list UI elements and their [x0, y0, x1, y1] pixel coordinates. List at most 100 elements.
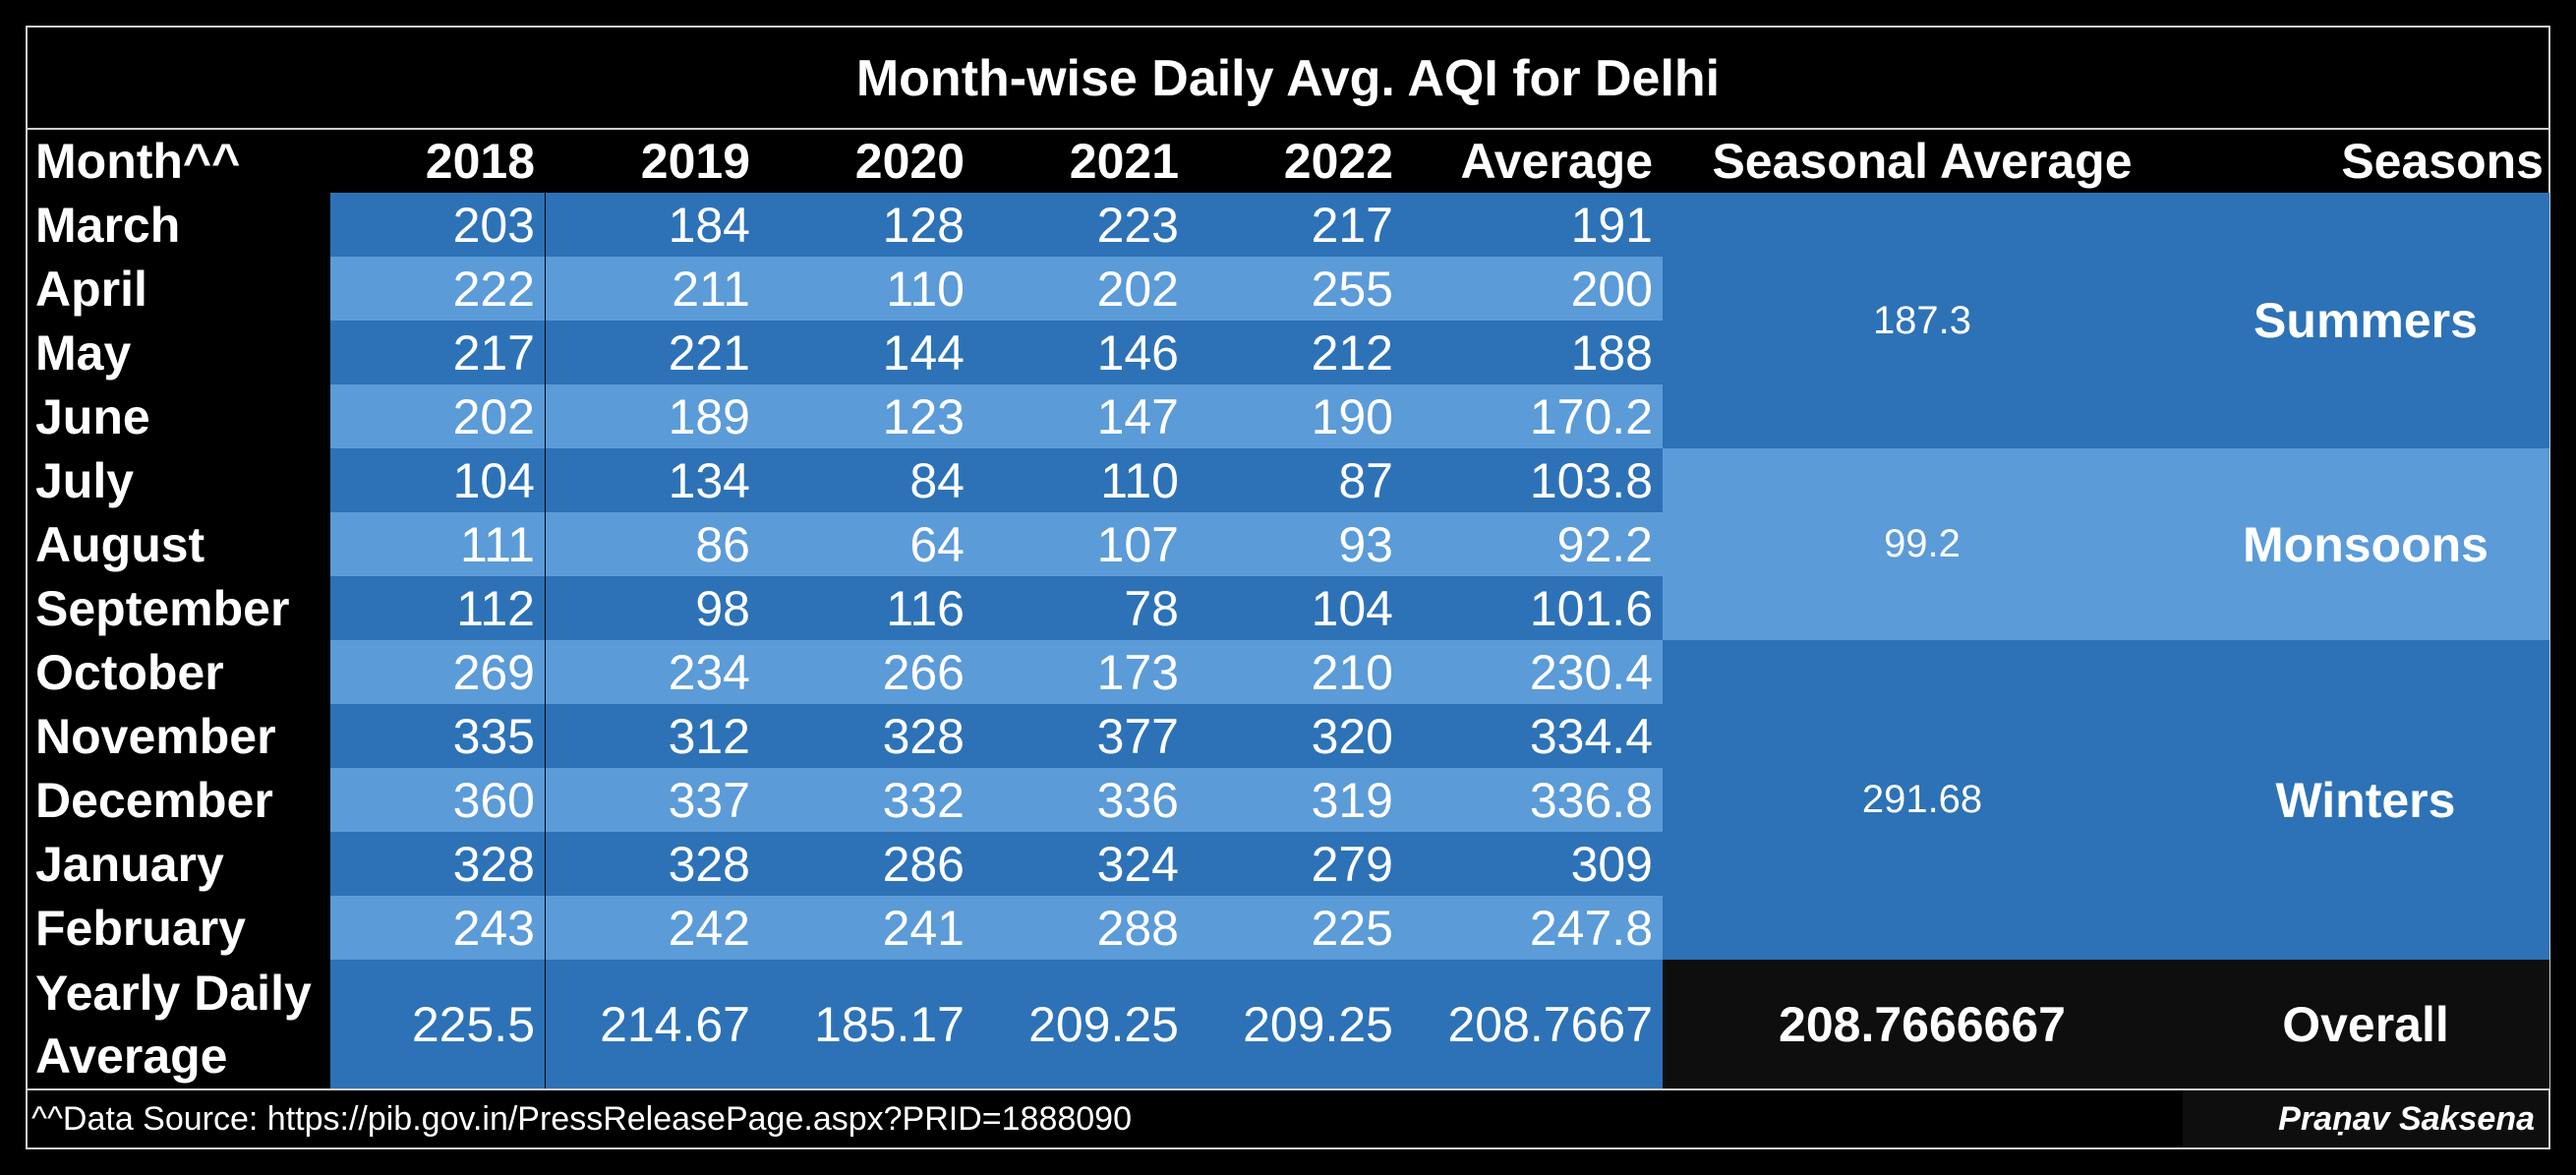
month-label: November: [28, 704, 330, 768]
month-average-cell: 191: [1403, 193, 1663, 257]
table-cell: 328: [760, 704, 974, 768]
table-cell: 269: [330, 640, 545, 704]
table-cell: 190: [1189, 384, 1403, 448]
yearly-average-cell: 185.17: [760, 960, 974, 1088]
table-cell: 225: [1189, 896, 1403, 960]
table-cell: 335: [330, 704, 545, 768]
table-cell: 128: [760, 193, 974, 257]
month-average-cell: 200: [1403, 257, 1663, 321]
month-average-cell: 336.8: [1403, 768, 1663, 832]
header-year-2020: 2020: [854, 133, 965, 189]
table-cell: 78: [974, 576, 1189, 640]
month-label: September: [28, 576, 330, 640]
table-cell: 223: [974, 193, 1189, 257]
table-cell: 86: [546, 512, 760, 576]
seasonal-average-cell: 187.3: [1663, 193, 2182, 448]
table-frame: [26, 26, 2550, 1149]
table-cell: 87: [1189, 448, 1403, 512]
table-cell: 104: [1189, 576, 1403, 640]
seasonal-average-cell: 291.68: [1663, 640, 2182, 960]
table-title: Month-wise Daily Avg. AQI for Delhi: [855, 50, 1721, 107]
data-source-note: ^^Data Source: https://pib.gov.in/PressR…: [31, 1099, 1132, 1138]
table-cell: 241: [760, 896, 974, 960]
yearly-average-cell: 209.25: [1189, 960, 1403, 1088]
month-average-cell: 247.8: [1403, 896, 1663, 960]
table-cell: 203: [330, 193, 545, 257]
season-name-cell: Summers: [2182, 193, 2549, 448]
table-cell: 202: [330, 384, 545, 448]
table-cell: 242: [546, 896, 760, 960]
seasonal-average-cell: 99.2: [1663, 448, 2182, 640]
table-cell: 210: [1189, 640, 1403, 704]
yearly-label-line1: Yearly Daily: [35, 965, 312, 1021]
season-name-cell: Monsoons: [2182, 448, 2549, 640]
table-cell: 116: [760, 576, 974, 640]
month-label: August: [28, 512, 330, 576]
table-cell: 144: [760, 321, 974, 384]
table-cell: 332: [760, 768, 974, 832]
table-cell: 221: [546, 321, 760, 384]
overall-label-cell: Overall: [2182, 960, 2549, 1088]
table-cell: 328: [546, 832, 760, 896]
table-cell: 286: [760, 832, 974, 896]
month-label: December: [28, 768, 330, 832]
table-cell: 107: [974, 512, 1189, 576]
month-average-cell: 92.2: [1403, 512, 1663, 576]
table-cell: 255: [1189, 257, 1403, 321]
table-cell: 243: [330, 896, 545, 960]
table-cell: 202: [974, 257, 1189, 321]
header-seasons: Seasons: [2341, 133, 2544, 189]
header-seasonal-average: Seasonal Average: [1712, 133, 2133, 189]
table-cell: 110: [974, 448, 1189, 512]
table-cell: 134: [546, 448, 760, 512]
header-month: Month^^: [35, 133, 241, 189]
month-average-cell: 101.6: [1403, 576, 1663, 640]
table-cell: 320: [1189, 704, 1403, 768]
table-cell: 234: [546, 640, 760, 704]
table-cell: 104: [330, 448, 545, 512]
table-cell: 189: [546, 384, 760, 448]
table-cell: 211: [546, 257, 760, 321]
table-cell: 324: [974, 832, 1189, 896]
yearly-average-cell: 214.67: [546, 960, 760, 1088]
month-average-cell: 309: [1403, 832, 1663, 896]
yearly-label-line2: Average: [35, 1028, 228, 1084]
month-label: March: [28, 193, 330, 257]
table-cell: 222: [330, 257, 545, 321]
footer-divider: [26, 1088, 2550, 1090]
yearly-average-label: Yearly Daily Average: [28, 960, 330, 1088]
table-cell: 146: [974, 321, 1189, 384]
table-cell: 173: [974, 640, 1189, 704]
month-label: July: [28, 448, 330, 512]
table-cell: 212: [1189, 321, 1403, 384]
yearly-overall-average-cell: 208.7667: [1403, 960, 1663, 1088]
table-cell: 64: [760, 512, 974, 576]
table-cell: 184: [546, 193, 760, 257]
table-cell: 266: [760, 640, 974, 704]
table-cell: 377: [974, 704, 1189, 768]
overall-value-cell: 208.7666667: [1663, 960, 2182, 1088]
table-cell: 147: [974, 384, 1189, 448]
table-cell: 98: [546, 576, 760, 640]
month-average-cell: 170.2: [1403, 384, 1663, 448]
table-cell: 337: [546, 768, 760, 832]
table-cell: 217: [330, 321, 545, 384]
yearly-average-cell: 209.25: [974, 960, 1189, 1088]
table-cell: 319: [1189, 768, 1403, 832]
table-cell: 360: [330, 768, 545, 832]
month-label: June: [28, 384, 330, 448]
month-label: January: [28, 832, 330, 896]
month-label: May: [28, 321, 330, 384]
month-label: October: [28, 640, 330, 704]
table-cell: 111: [330, 512, 545, 576]
header-year-2022: 2022: [1283, 133, 1393, 189]
table-cell: 312: [546, 704, 760, 768]
table-cell: 279: [1189, 832, 1403, 896]
season-name-cell: Winters: [2182, 640, 2549, 960]
header-average: Average: [1460, 133, 1653, 189]
title-divider: [26, 128, 2550, 130]
header-year-2021: 2021: [1069, 133, 1179, 189]
table-cell: 123: [760, 384, 974, 448]
yearly-average-cell: 225.5: [330, 960, 545, 1088]
table-cell: 217: [1189, 193, 1403, 257]
